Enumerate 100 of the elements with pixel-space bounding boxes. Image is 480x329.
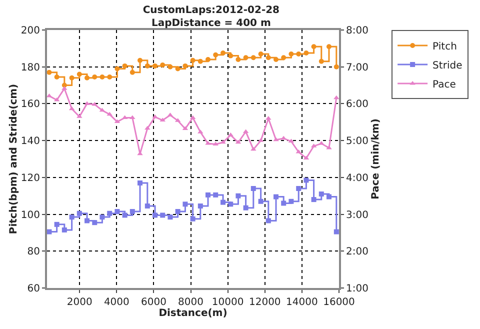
point — [311, 197, 316, 202]
y-tick-label: 180 — [20, 62, 40, 74]
point — [288, 198, 294, 204]
point — [213, 52, 218, 58]
x-tick-label: 6000 — [140, 297, 166, 308]
point — [100, 74, 105, 80]
point — [114, 66, 120, 72]
point — [168, 214, 173, 220]
x-tick-label: 12000 — [248, 297, 281, 308]
point — [258, 51, 264, 56]
y2-tick-label: 5:00 — [346, 136, 368, 148]
point — [46, 70, 52, 75]
point — [266, 116, 272, 120]
x-tick-label: 2000 — [66, 297, 92, 308]
point — [84, 75, 90, 80]
point — [288, 51, 294, 56]
point — [190, 58, 196, 63]
point — [206, 56, 211, 62]
point — [160, 62, 166, 68]
point — [107, 210, 112, 216]
y-tick-label: 160 — [20, 99, 40, 110]
point — [212, 142, 218, 146]
point — [236, 193, 241, 198]
point — [228, 202, 234, 207]
point — [318, 58, 324, 64]
point — [273, 137, 279, 142]
point — [144, 63, 150, 68]
point — [266, 218, 271, 224]
y2-tick-label: 2:00 — [346, 246, 368, 258]
point — [250, 146, 256, 151]
point — [258, 198, 264, 204]
point — [206, 192, 211, 198]
point — [152, 63, 158, 68]
x-axis-title: Distance(m) — [158, 308, 228, 319]
y2-tick-label: 7:00 — [346, 62, 368, 74]
x-tick-label: 4000 — [104, 297, 130, 308]
point — [243, 55, 248, 60]
point — [92, 220, 98, 226]
point — [122, 63, 128, 68]
point — [220, 140, 226, 144]
point — [100, 214, 105, 220]
point — [220, 200, 226, 205]
point — [326, 194, 332, 200]
point — [138, 58, 143, 63]
point — [144, 203, 150, 208]
point — [130, 209, 135, 214]
y-tick-label: 60 — [27, 284, 40, 294]
point — [138, 180, 143, 186]
point — [281, 200, 286, 206]
point — [281, 55, 286, 60]
y2-tick-label: 4:00 — [346, 172, 368, 184]
point — [152, 212, 158, 218]
point — [326, 145, 332, 150]
point — [250, 55, 256, 60]
y2-axis-title: Pace (min/km) — [370, 118, 382, 200]
point — [107, 74, 112, 80]
point — [334, 95, 340, 100]
y-tick-label: 200 — [20, 26, 40, 36]
y2-tick-label: 8:00 — [346, 26, 368, 36]
point — [236, 56, 241, 62]
point — [175, 66, 180, 72]
chart-title: CustomLaps:2012-02-28 — [142, 5, 280, 16]
point — [243, 205, 248, 210]
point — [304, 50, 309, 56]
y-tick-label: 120 — [20, 172, 40, 184]
point — [46, 229, 52, 234]
point — [54, 222, 60, 227]
point — [318, 192, 324, 197]
point — [182, 202, 188, 207]
point — [92, 74, 98, 80]
point — [160, 118, 166, 122]
y2-tick-label: 1:00 — [346, 284, 368, 294]
point — [334, 64, 339, 70]
point — [54, 74, 60, 80]
point — [182, 63, 188, 68]
point — [304, 178, 309, 183]
legend-label: Stride — [432, 60, 462, 72]
point — [175, 209, 180, 214]
legend-label: Pitch — [432, 41, 457, 52]
x-tick-label: 16000 — [323, 297, 355, 308]
point — [228, 53, 234, 58]
point — [190, 216, 196, 222]
point — [274, 194, 279, 200]
point — [296, 51, 302, 56]
point — [122, 212, 128, 218]
point — [311, 44, 316, 50]
y-tick-label: 140 — [20, 136, 40, 148]
y-tick-label: 100 — [20, 210, 40, 221]
point — [326, 44, 332, 50]
point — [250, 186, 256, 191]
point — [274, 56, 279, 62]
point — [114, 209, 120, 214]
y-axis-title: Pitch(bpm) and Stride(cm) — [8, 84, 20, 234]
point — [168, 64, 173, 70]
point — [69, 75, 74, 80]
x-tick-label: 10000 — [212, 297, 244, 308]
point — [213, 192, 218, 198]
legend-label: Pace — [432, 79, 456, 90]
point — [220, 50, 226, 56]
point — [296, 186, 302, 191]
